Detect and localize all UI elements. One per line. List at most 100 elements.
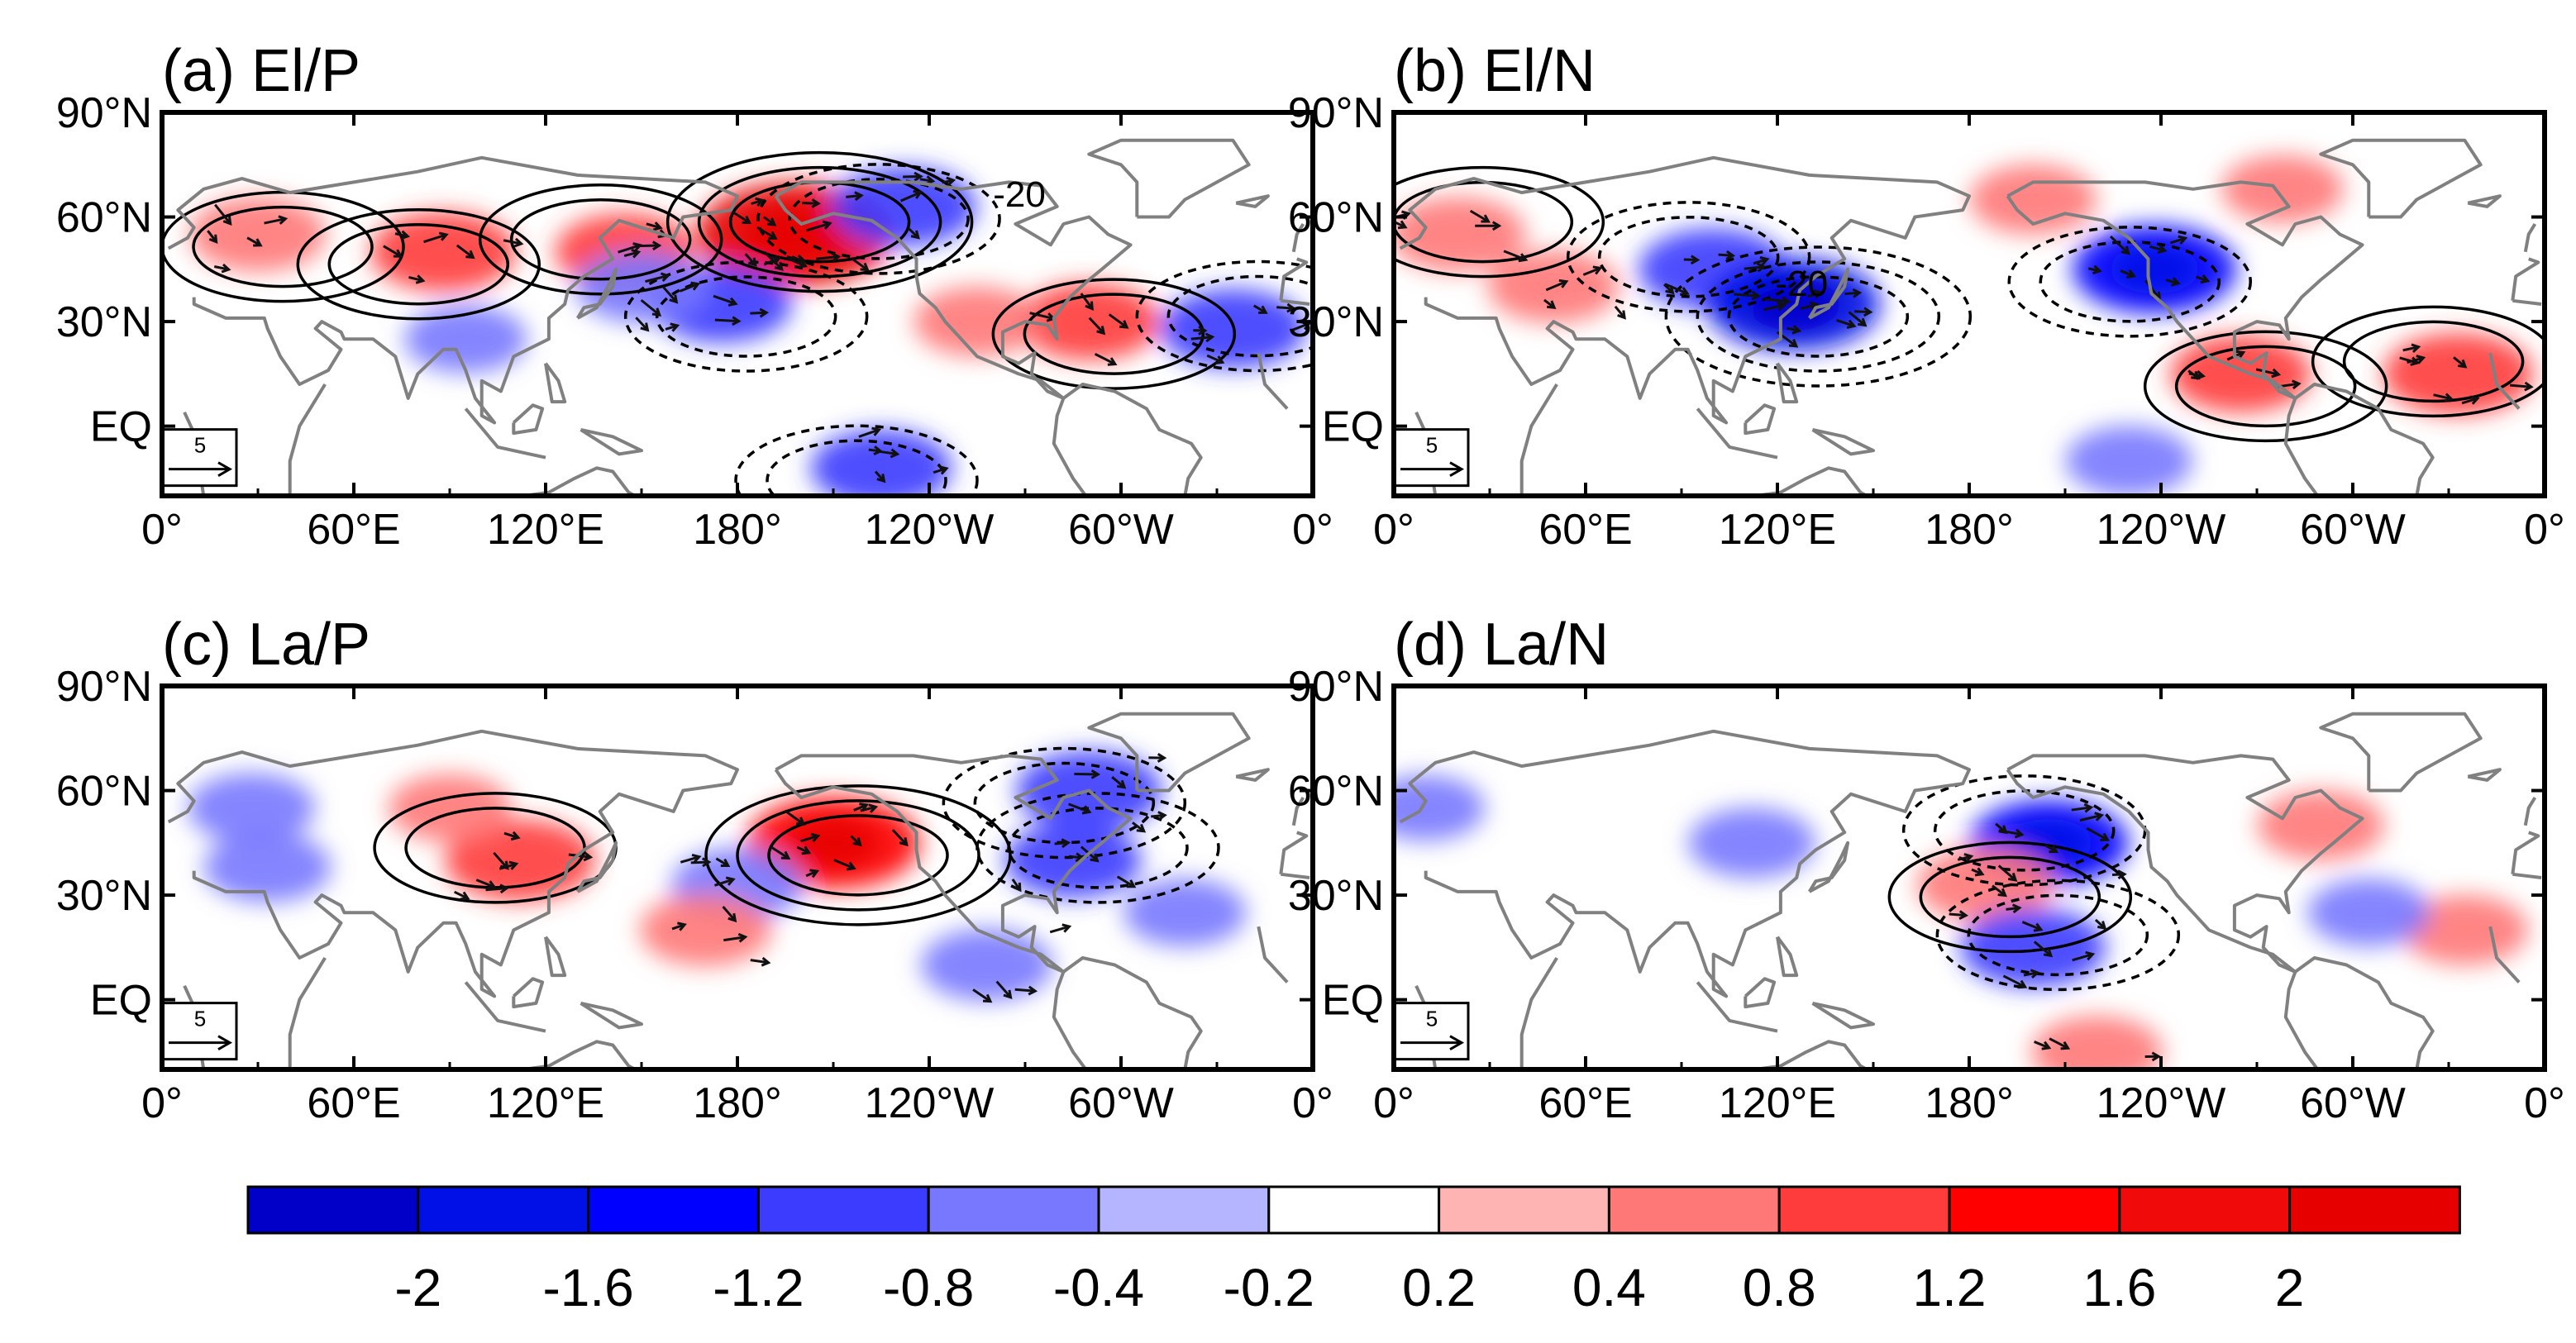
vector-shaft <box>2149 245 2166 252</box>
vector-head <box>2033 922 2044 932</box>
vector-shaft <box>264 217 286 225</box>
vector-head <box>982 993 993 1003</box>
vector-shaft <box>1190 336 1213 341</box>
contour-line <box>509 198 692 281</box>
vector-head <box>860 262 870 272</box>
coastline <box>1062 383 1203 496</box>
vector-head <box>871 426 882 436</box>
x-tick-label: 60°W <box>2300 506 2406 554</box>
vector-shaft <box>1014 988 1036 993</box>
vector-shaft <box>805 221 831 232</box>
y-tick-label: 90°N <box>56 663 152 711</box>
vector-shaft <box>750 959 769 964</box>
vector-head <box>1481 214 1491 223</box>
vector-head <box>1198 325 1208 336</box>
x-tick-label: 180° <box>693 506 782 554</box>
vector-head <box>2292 379 2302 390</box>
vector-shaft <box>2509 383 2531 388</box>
reference-vector-value: 5 <box>194 1007 206 1031</box>
coastline <box>2523 222 2537 253</box>
vector-head <box>1003 989 1013 999</box>
vector-shaft <box>503 831 519 839</box>
vector-head <box>2235 350 2246 360</box>
vector-shaft <box>637 244 660 248</box>
reference-arrowhead <box>1449 1035 1465 1050</box>
colorbar-swatch <box>417 1185 590 1235</box>
vector-head <box>2100 832 2111 841</box>
reference-box <box>162 1002 238 1061</box>
x-tick-label: 0° <box>141 506 183 554</box>
vector-head <box>1090 769 1101 779</box>
anomaly-blob <box>2257 790 2385 861</box>
vector-head <box>1119 320 1129 329</box>
anomaly-blob <box>2065 426 2193 496</box>
coastline <box>1291 222 1305 253</box>
vector-head <box>1397 220 1408 230</box>
reference-vector-value: 5 <box>1426 1007 1438 1031</box>
colorbar-label: 1.6 <box>2082 1258 2156 1317</box>
vector-shaft <box>499 862 517 870</box>
contour-line <box>788 178 970 260</box>
anomaly-blob <box>914 286 1041 357</box>
x-tick-label: 0° <box>2524 506 2565 554</box>
vector-head <box>631 249 642 259</box>
panel-a: -20 5 0° 60°E 120°E 180° 120°W 60°W 0° 90°N 60°N 30… <box>56 38 1333 554</box>
vector-shaft <box>784 809 804 826</box>
vector-shaft <box>690 860 709 864</box>
vector-shaft <box>1764 298 1789 303</box>
contour-line <box>327 222 510 306</box>
coastline <box>580 427 643 456</box>
reference-arrowhead <box>217 461 233 477</box>
vector-head <box>2178 235 2188 245</box>
x-tick-label: 60°W <box>2300 1079 2406 1127</box>
vector-shaft <box>731 210 751 224</box>
x-tick-label: 60°W <box>1068 506 1174 554</box>
colorbar-swatch <box>2118 1185 2292 1235</box>
vector-head <box>780 850 791 860</box>
vector-head <box>913 190 923 199</box>
x-tick-label: 60°W <box>1068 1079 1174 1127</box>
contour-line <box>976 792 1220 904</box>
x-tick-label: 180° <box>1925 1079 2014 1127</box>
vector-head <box>2041 1041 2052 1050</box>
panel-d: 5 0° 60°E 120°E 180° 120°W 60°W 0° 90°N 60°N 30°N E… <box>1288 612 2565 1127</box>
x-tick-label: 120°E <box>1719 506 1836 554</box>
contour-line <box>942 746 1187 860</box>
vector-shaft <box>858 428 880 438</box>
coastline <box>2523 796 2537 826</box>
anomaly-blob <box>2307 879 2431 947</box>
vector-shaft <box>645 274 669 283</box>
contour-line <box>2174 345 2357 428</box>
vector-head <box>1963 853 1974 863</box>
vector-shaft <box>1744 265 1764 270</box>
contour-line <box>623 260 869 373</box>
x-tick-label: 120°E <box>487 506 604 554</box>
vector-shaft <box>972 988 991 1002</box>
coastline <box>1519 956 1558 1069</box>
vector-head <box>1286 302 1296 313</box>
contour-line <box>1664 245 1973 388</box>
vector-head <box>486 880 497 890</box>
contour-line <box>1887 841 2133 954</box>
vector-head <box>868 803 879 813</box>
vector-shaft <box>1836 319 1855 327</box>
vector-head <box>899 836 909 847</box>
contour-line <box>756 163 1001 275</box>
shading-layer <box>1394 155 2534 496</box>
vector-shaft <box>1582 266 1601 276</box>
anomaly-blob <box>810 429 952 496</box>
vector-head <box>1813 289 1824 299</box>
vector-head <box>651 241 662 251</box>
vector-shaft <box>2071 806 2092 812</box>
anomaly-blob <box>1394 775 1485 841</box>
vector-head <box>831 252 842 263</box>
coastline <box>575 267 618 320</box>
panel-title: (c) La/P <box>162 612 370 678</box>
vector-layer <box>454 753 1167 1003</box>
vector-head <box>2092 264 2102 275</box>
vector-head <box>1085 301 1094 311</box>
panel-title: (d) La/N <box>1394 612 1609 678</box>
contour-line <box>1919 855 2101 939</box>
vector-head <box>652 221 663 231</box>
vector-shaft <box>770 845 789 860</box>
